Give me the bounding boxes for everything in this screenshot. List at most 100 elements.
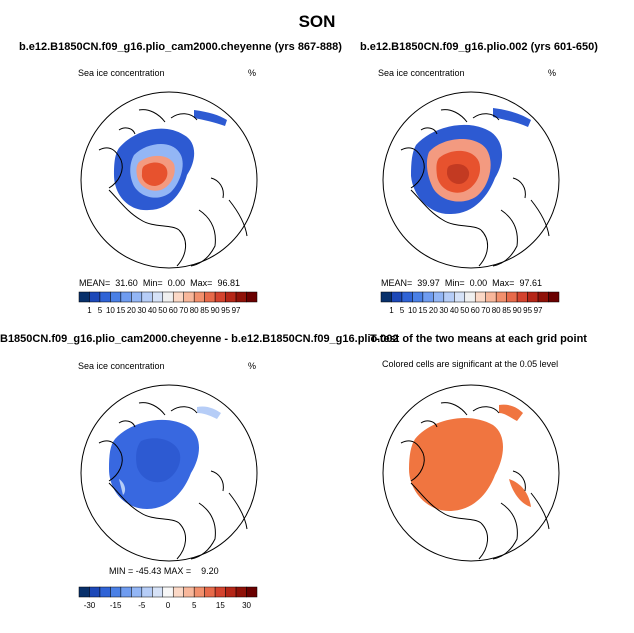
panel2-colorbar-swatch (443, 291, 455, 303)
panel3-colorbar-tick-label: -5 (138, 601, 146, 610)
panel2-colorbar-swatch (412, 291, 424, 303)
panel2-units: % (548, 68, 557, 78)
panel2-colorbar-tick-label: 85 (502, 306, 511, 315)
panel1-colorbar-tick-label: 10 (106, 306, 115, 315)
panel3-colorbar-swatch (110, 586, 122, 598)
panel4-significance-field (409, 404, 531, 511)
panel3-colorbar-swatch (141, 586, 153, 598)
panel2-colorbar-tick-label: 5 (400, 306, 405, 315)
panel2-stats: MEAN= 39.97 Min= 0.00 Max= 97.61 (381, 278, 542, 288)
panel1-colorbar-swatch (152, 291, 164, 303)
panel1-colorbar-swatch (204, 291, 216, 303)
panel3-colorbar-swatch (246, 586, 258, 598)
panel3-colorbar-swatch (204, 586, 216, 598)
panel2-colorbar-swatch (485, 291, 497, 303)
panel1-colorbar-swatch (183, 291, 195, 303)
panel1-colorbar-tick-label: 5 (98, 306, 103, 315)
panel1-variable: Sea ice concentration (78, 68, 165, 78)
panel1-colorbar-tick-label: 20 (127, 306, 136, 315)
panel1-colorbar-swatch (89, 291, 101, 303)
panel3-colorbar-swatch (193, 586, 205, 598)
panel1-colorbar-swatch (235, 291, 247, 303)
panel3-colorbar-swatch (172, 586, 184, 598)
panel2-colorbar-tick-label: 50 (460, 306, 469, 315)
panel2-colorbar-tick-label: 15 (418, 306, 427, 315)
panel3-max-label: MAX = (163, 566, 192, 576)
panel2-colorbar-swatch (537, 291, 549, 303)
panel2-colorbar-tick-label: 60 (471, 306, 480, 315)
panel3-colorbar-swatch (89, 586, 101, 598)
panel1-colorbar-tick-label: 60 (169, 306, 178, 315)
figure-title: SON (298, 12, 336, 31)
panel2-colorbar-tick-label: 80 (492, 306, 501, 315)
panel1-colorbar-swatch (193, 291, 205, 303)
panel3-units: % (248, 361, 257, 371)
panel1-colorbar-tick-label: 85 (200, 306, 209, 315)
panel1-sea-ice-field (114, 110, 227, 211)
panel1-colorbar-tick-label: 40 (148, 306, 157, 315)
panel2-colorbar: 1 5 10 15 20 30 40 50 60 70 80 85 90 95 97 (380, 291, 560, 315)
panel2-min: 0.00 (469, 278, 488, 288)
panel1-colorbar-tick-label: 1 (87, 306, 92, 315)
panel3-colorbar-swatch (78, 586, 90, 598)
panel2-colorbar-swatch (506, 291, 518, 303)
panel3-colorbar: -30 -15 -5 0 5 15 30 (78, 586, 258, 610)
panel1-max: 96.81 (217, 278, 240, 288)
panel2-sea-ice-field (411, 108, 531, 215)
panel2-colorbar-swatch (474, 291, 486, 303)
panel2-colorbar-swatch (433, 291, 445, 303)
panel1-colorbar-tick-label: 90 (211, 306, 220, 315)
panel3-colorbar-tick-label: 5 (192, 601, 197, 610)
panel3-colorbar-swatch (120, 586, 132, 598)
panel1-max-label: Max= (190, 278, 213, 288)
panel1-colorbar-swatch (141, 291, 153, 303)
panel2-colorbar-swatch (516, 291, 528, 303)
panel2-max-label: Max= (492, 278, 515, 288)
panel1-colorbar-swatch (172, 291, 184, 303)
panel1-colorbar-tick-label: 70 (179, 306, 188, 315)
panel2-title: b.e12.B1850CN.f09_g16.plio.002 (yrs 601-… (360, 41, 598, 53)
panel1-colorbar: 1 5 10 15 20 30 40 50 60 70 80 85 90 95 97 (78, 291, 258, 315)
panel3-colorbar-swatch (131, 586, 143, 598)
panel2-min-label: Min= (444, 278, 465, 288)
panel2-colorbar-tick-label: 20 (429, 306, 438, 315)
panel1-colorbar-swatch (162, 291, 174, 303)
panel1-colorbar-swatch (131, 291, 143, 303)
panel2-colorbar-tick-label: 40 (450, 306, 459, 315)
panel4-polar-map (382, 384, 560, 562)
panel1-colorbar-swatch (214, 291, 226, 303)
panel1-stats: MEAN= 31.60 Min= 0.00 Max= 96.81 (79, 278, 240, 288)
panel3-colorbar-swatch (235, 586, 247, 598)
panel2-colorbar-tick-label: 95 (523, 306, 532, 315)
panel2-colorbar-swatch (495, 291, 507, 303)
panel4-subtitle: Colored cells are significant at the 0.0… (382, 359, 559, 369)
panel1-min-label: Min= (142, 278, 163, 288)
panel2-colorbar-tick-label: 70 (481, 306, 490, 315)
panel3-variable: Sea ice concentration (78, 361, 165, 371)
panel2-colorbar-tick-label: 90 (513, 306, 522, 315)
panel1-colorbar-tick-label: 95 (221, 306, 230, 315)
panel2-colorbar-tick-label: 10 (408, 306, 417, 315)
panel3-min-label: MIN = (109, 566, 134, 576)
panel1-min: 0.00 (167, 278, 186, 288)
panel3-colorbar-swatch (152, 586, 164, 598)
panel3-colorbar-tick-label: 15 (216, 601, 225, 610)
panel1-colorbar-tick-label: 15 (116, 306, 125, 315)
panel2-colorbar-swatch (454, 291, 466, 303)
panel3-stats: MIN = -45.43 MAX = 9.20 (109, 566, 219, 576)
panel1-colorbar-swatch (78, 291, 90, 303)
panel4-title: T-test of the two means at each grid poi… (370, 333, 587, 345)
panel2-colorbar-tick-label: 1 (389, 306, 394, 315)
panel3-polar-map (80, 384, 258, 562)
panel3-difference-field (109, 406, 221, 509)
panel3-colorbar-tick-label: 30 (242, 601, 251, 610)
panel2-variable: Sea ice concentration (378, 68, 465, 78)
panel1-colorbar-swatch (246, 291, 258, 303)
panel2-colorbar-swatch (548, 291, 560, 303)
panel2-max: 97.61 (519, 278, 542, 288)
panel2-colorbar-swatch (380, 291, 392, 303)
panel2-colorbar-swatch (527, 291, 539, 303)
panel3-colorbar-tick-label: -15 (110, 601, 122, 610)
panel3-min: -45.43 (135, 566, 162, 576)
panel2-mean: 39.97 (417, 278, 440, 288)
